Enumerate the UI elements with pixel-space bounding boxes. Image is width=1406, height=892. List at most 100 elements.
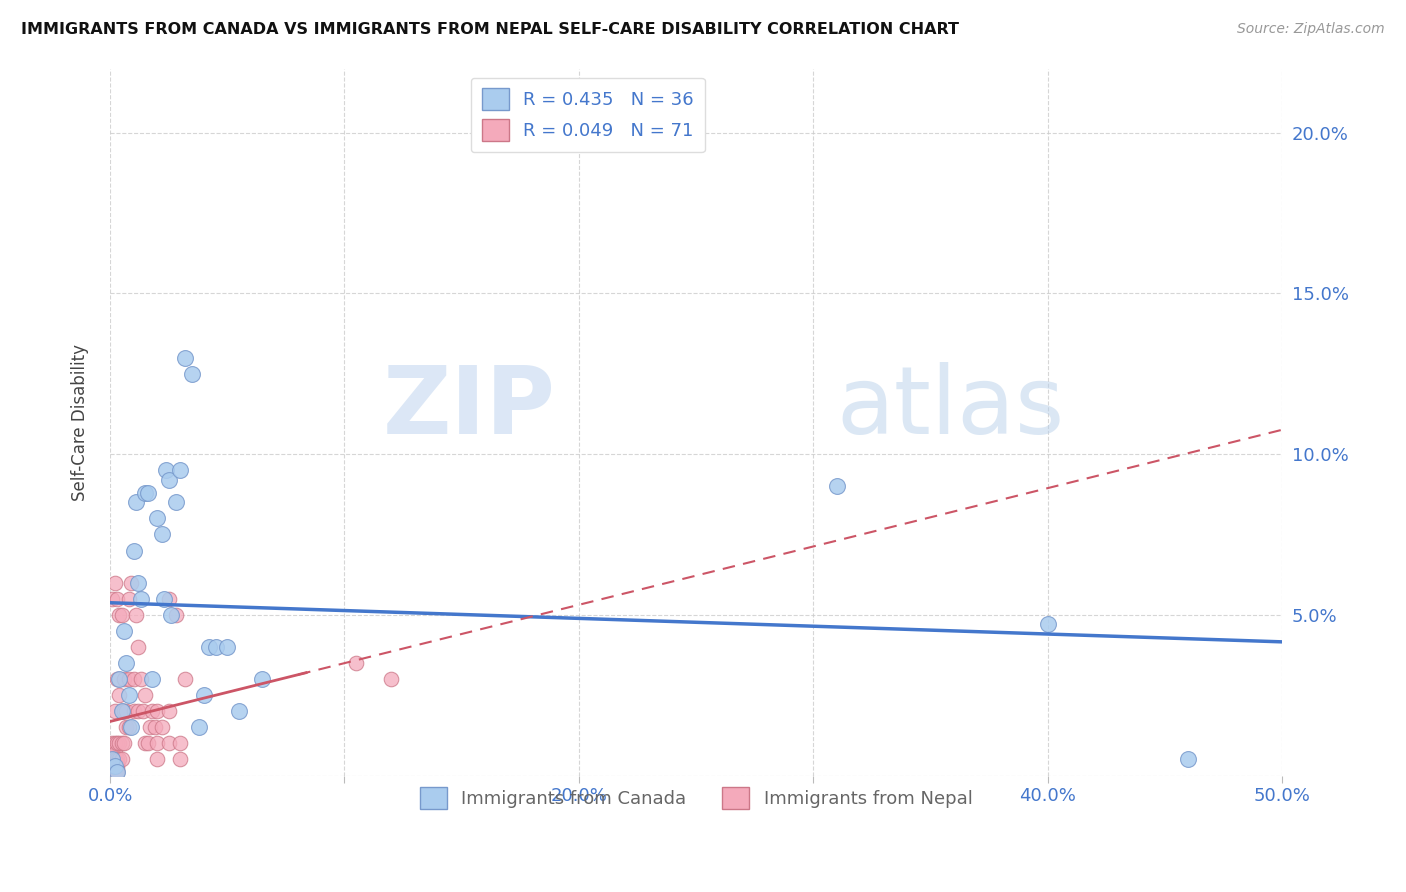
Point <box>134 688 156 702</box>
Point <box>105 752 128 766</box>
Point <box>122 704 145 718</box>
Point <box>118 672 141 686</box>
Point <box>193 688 215 702</box>
Point <box>204 640 226 654</box>
Point <box>108 672 131 686</box>
Point <box>127 704 149 718</box>
Point <box>112 736 135 750</box>
Legend: Immigrants from Canada, Immigrants from Nepal: Immigrants from Canada, Immigrants from … <box>412 780 980 816</box>
Point <box>136 736 159 750</box>
Point <box>111 704 134 718</box>
Point <box>104 575 127 590</box>
Text: atlas: atlas <box>837 362 1064 454</box>
Point <box>108 752 131 766</box>
Point <box>181 367 204 381</box>
Point <box>125 607 148 622</box>
Point <box>112 704 135 718</box>
Point <box>104 746 127 760</box>
Point <box>105 765 128 780</box>
Point <box>160 607 183 622</box>
Point <box>101 756 124 770</box>
Point <box>105 765 128 780</box>
Point <box>108 688 131 702</box>
Point <box>134 736 156 750</box>
Point <box>104 756 127 770</box>
Point <box>174 672 197 686</box>
Point <box>169 752 191 766</box>
Point <box>105 591 128 606</box>
Point <box>143 720 166 734</box>
Point <box>129 591 152 606</box>
Point <box>118 591 141 606</box>
Point <box>111 752 134 766</box>
Point <box>228 704 250 718</box>
Point <box>174 351 197 365</box>
Point <box>105 672 128 686</box>
Point <box>101 591 124 606</box>
Point <box>122 672 145 686</box>
Point <box>153 591 176 606</box>
Point <box>104 768 127 782</box>
Point <box>129 672 152 686</box>
Point <box>136 485 159 500</box>
Point <box>115 656 138 670</box>
Point <box>157 736 180 750</box>
Point <box>157 591 180 606</box>
Point <box>157 473 180 487</box>
Point <box>112 624 135 638</box>
Point <box>141 704 163 718</box>
Point <box>112 672 135 686</box>
Point <box>146 704 169 718</box>
Point <box>101 743 124 757</box>
Point <box>104 765 127 780</box>
Point <box>165 607 187 622</box>
Point <box>111 736 134 750</box>
Point <box>115 720 138 734</box>
Point <box>825 479 848 493</box>
Point <box>104 759 127 773</box>
Point <box>150 527 173 541</box>
Point <box>197 640 219 654</box>
Point <box>108 736 131 750</box>
Point <box>1036 617 1059 632</box>
Point <box>105 762 128 776</box>
Y-axis label: Self-Care Disability: Self-Care Disability <box>72 343 89 500</box>
Point <box>101 752 124 766</box>
Point <box>105 736 128 750</box>
Point <box>141 672 163 686</box>
Point <box>120 720 142 734</box>
Point <box>101 749 124 764</box>
Point <box>122 543 145 558</box>
Point <box>101 768 124 782</box>
Text: Source: ZipAtlas.com: Source: ZipAtlas.com <box>1237 22 1385 37</box>
Point <box>150 720 173 734</box>
Point <box>111 704 134 718</box>
Point <box>111 607 134 622</box>
Point <box>217 640 239 654</box>
Point <box>101 736 124 750</box>
Point <box>169 736 191 750</box>
Point <box>125 495 148 509</box>
Point <box>104 704 127 718</box>
Point <box>1177 752 1199 766</box>
Point <box>105 756 128 770</box>
Point <box>101 762 124 776</box>
Point <box>165 495 187 509</box>
Point <box>101 752 124 766</box>
Point <box>104 736 127 750</box>
Point <box>155 463 177 477</box>
Point <box>120 575 142 590</box>
Point <box>104 762 127 776</box>
Point <box>139 720 162 734</box>
Point <box>105 759 128 773</box>
Point <box>169 463 191 477</box>
Point <box>101 759 124 773</box>
Point <box>344 656 367 670</box>
Point <box>127 640 149 654</box>
Point <box>146 511 169 525</box>
Point <box>118 720 141 734</box>
Point <box>118 688 141 702</box>
Text: ZIP: ZIP <box>382 362 555 454</box>
Point <box>380 672 402 686</box>
Point <box>127 575 149 590</box>
